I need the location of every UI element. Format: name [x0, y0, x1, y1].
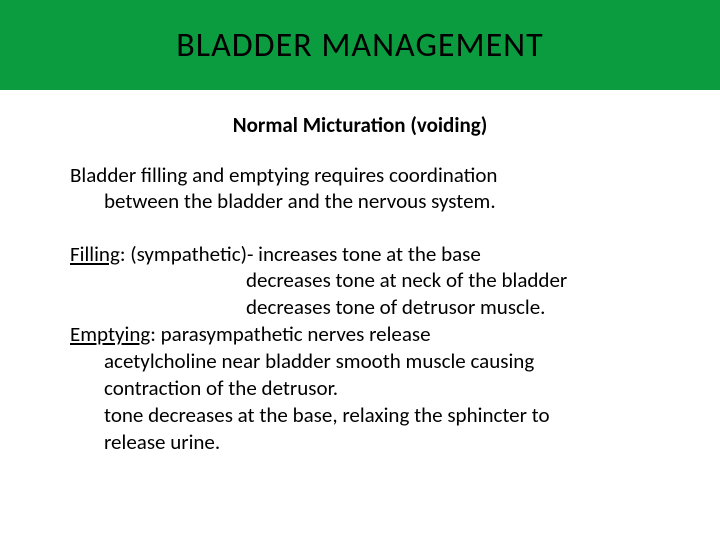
intro-paragraph: Bladder filling and emptying requires co… [70, 162, 650, 215]
page-title: BLADDER MANAGEMENT [176, 25, 543, 66]
emptying-block: Emptying: parasympathetic nerves release… [70, 321, 650, 455]
filling-block: Filling: (sympathetic)- increases tone a… [70, 241, 650, 322]
subtitle: Normal Micturation (voiding) [70, 112, 650, 138]
filling-rest: : (sympathetic)- increases tone at the b… [120, 241, 481, 267]
emptying-label: Emptying [70, 321, 150, 347]
intro-line1: Bladder filling and emptying requires co… [70, 162, 497, 188]
emptying-l5: release urine. [70, 429, 650, 456]
header-band: BLADDER MANAGEMENT [0, 0, 720, 90]
emptying-rest: : parasympathetic nerves release [150, 321, 430, 347]
emptying-l2: acetylcholine near bladder smooth muscle… [70, 348, 650, 375]
filling-l2: decreases tone at neck of the bladder [70, 267, 650, 294]
emptying-l3: contraction of the detrusor. [70, 375, 650, 402]
content: Normal Micturation (voiding) Bladder fil… [0, 90, 720, 456]
filling-l3: decreases tone of detrusor muscle. [70, 294, 650, 321]
filling-label: Filling [70, 241, 120, 267]
emptying-l4: tone decreases at the base, relaxing the… [70, 402, 650, 429]
intro-line2: between the bladder and the nervous syst… [70, 188, 650, 214]
